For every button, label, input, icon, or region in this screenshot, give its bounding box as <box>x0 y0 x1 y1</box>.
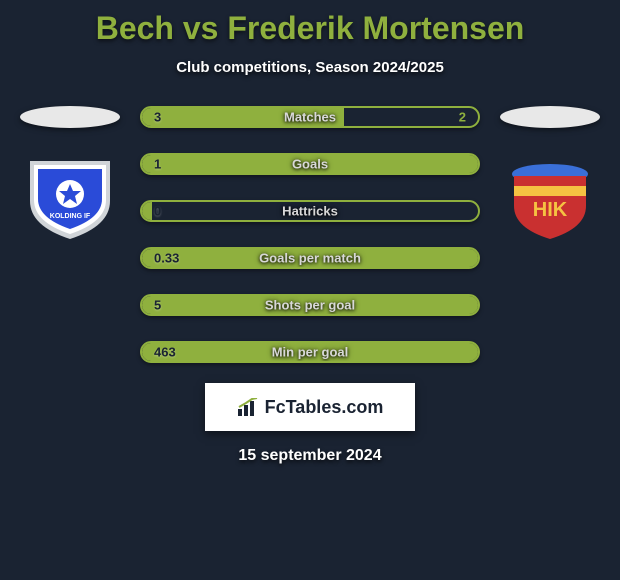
main-row: KOLDING IF 3 2 Matches 1 Goals 0 Hattricks 0.33… <box>0 106 620 363</box>
svg-text:HIK: HIK <box>533 199 568 221</box>
stat-label: Min per goal <box>272 345 349 360</box>
stat-left-value: 0.33 <box>154 251 179 266</box>
chart-icon <box>237 398 259 416</box>
right-team-crest-icon: HIK <box>500 156 600 241</box>
stat-bar: 5 Shots per goal <box>140 294 480 316</box>
stat-bar: 3 2 Matches <box>140 106 480 128</box>
comparison-infographic: Bech vs Frederik Mortensen Club competit… <box>0 0 620 465</box>
stat-left-value: 3 <box>154 110 161 125</box>
logo-text: FcTables.com <box>265 397 384 418</box>
stat-bar-fill <box>142 202 152 220</box>
date-line: 15 september 2024 <box>0 447 620 465</box>
stat-bar: 0 Hattricks <box>140 200 480 222</box>
left-player-placeholder-icon <box>20 106 120 128</box>
stats-bars: 3 2 Matches 1 Goals 0 Hattricks 0.33 Goals per m… <box>140 106 480 363</box>
right-player-placeholder-icon <box>500 106 600 128</box>
left-player-col: KOLDING IF <box>20 106 120 241</box>
stat-left-value: 5 <box>154 298 161 313</box>
stat-label: Goals per match <box>259 251 361 266</box>
stat-right-value: 2 <box>459 110 466 125</box>
stat-label: Hattricks <box>282 204 338 219</box>
stat-label: Goals <box>292 157 328 172</box>
stat-bar: 0.33 Goals per match <box>140 247 480 269</box>
stat-label: Matches <box>284 110 336 125</box>
fctables-logo[interactable]: FcTables.com <box>205 383 415 431</box>
left-team-crest-icon: KOLDING IF <box>20 156 120 241</box>
stat-left-value: 1 <box>154 157 161 172</box>
svg-text:KOLDING IF: KOLDING IF <box>50 213 91 220</box>
right-player-col: HIK <box>500 106 600 241</box>
subtitle: Club competitions, Season 2024/2025 <box>0 59 620 76</box>
stat-bar: 1 Goals <box>140 153 480 175</box>
stat-bar: 463 Min per goal <box>140 341 480 363</box>
stat-left-value: 0 <box>154 204 161 219</box>
stat-left-value: 463 <box>154 345 176 360</box>
stat-label: Shots per goal <box>265 298 355 313</box>
page-title: Bech vs Frederik Mortensen <box>0 10 620 47</box>
